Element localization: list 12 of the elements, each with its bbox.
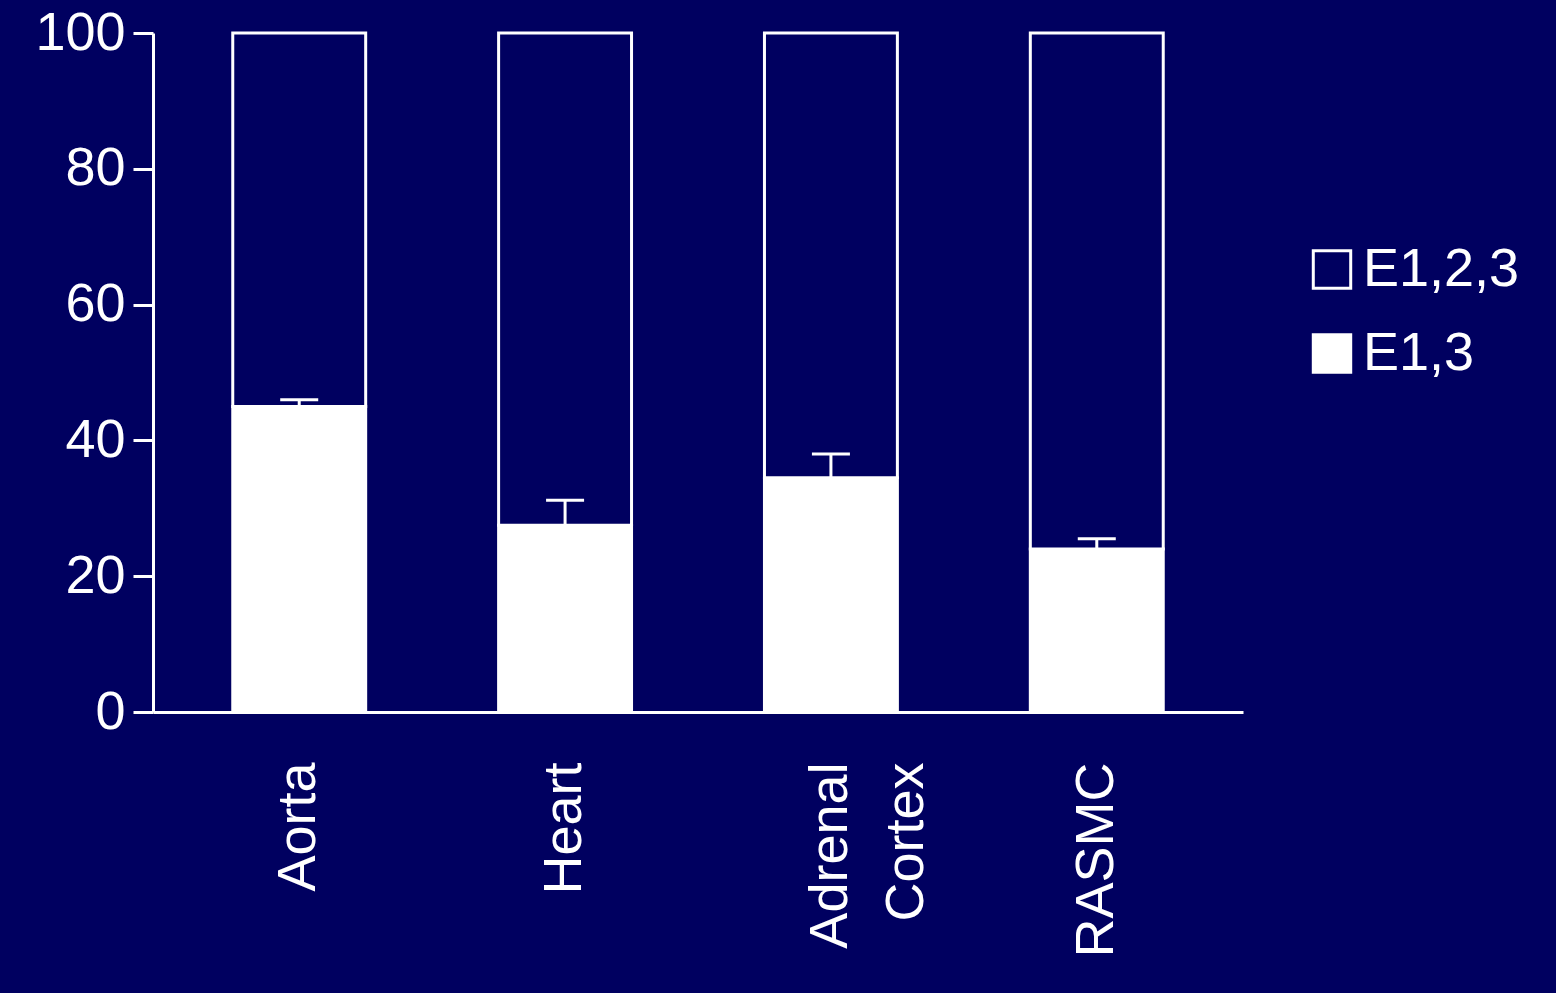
y-tick-label: 40 <box>65 407 126 468</box>
y-tick-label: 20 <box>65 543 126 604</box>
y-tick-label: 100 <box>35 0 126 61</box>
legend-label: E1,3 <box>1363 320 1475 381</box>
legend-label: E1,2,3 <box>1363 236 1520 297</box>
x-tick-label: Adrenal Cortex <box>797 762 934 949</box>
y-tick-label: 0 <box>95 679 126 740</box>
x-tick-label: RASMC <box>1063 762 1124 958</box>
x-tick-label: Aorta <box>266 761 327 892</box>
x-tick-label: Heart <box>532 762 593 895</box>
y-tick-label: 60 <box>65 272 126 333</box>
y-tick-label: 80 <box>65 136 126 197</box>
